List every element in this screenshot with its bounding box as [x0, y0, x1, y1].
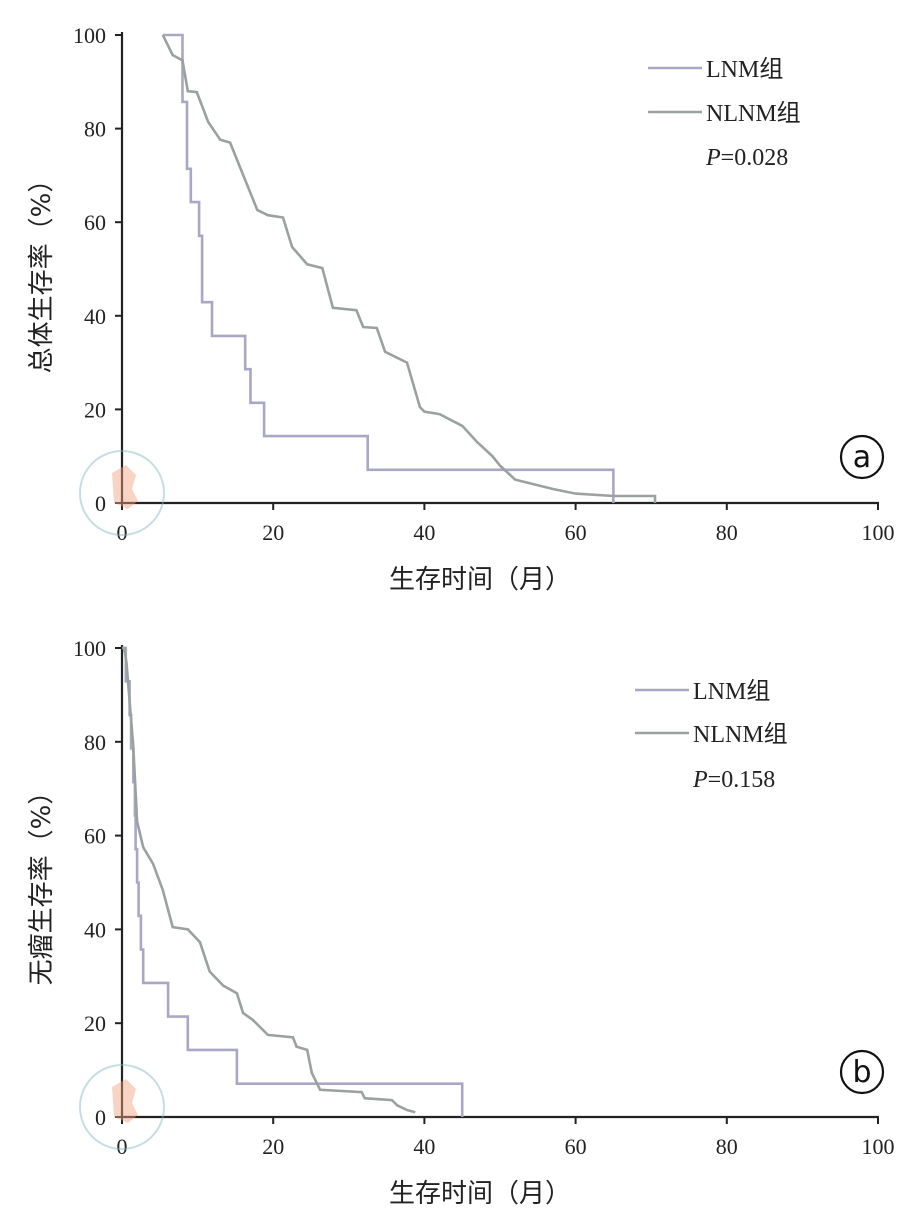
- y-axis-title: 总体生存率（%）: [27, 167, 57, 374]
- y-tick-label: 40: [84, 304, 106, 329]
- y-tick-label: 100: [73, 636, 106, 661]
- panel-label-circle: [839, 1049, 885, 1095]
- survival-curve-nlnm: [122, 646, 416, 1114]
- p-value-annotation: P=0.158: [692, 767, 775, 793]
- p-label: P: [705, 145, 721, 171]
- legend-label-nlnm: NLNM组: [693, 721, 788, 748]
- watermark-seal-icon: [79, 450, 165, 536]
- x-tick-label: 60: [565, 1134, 587, 1159]
- y-tick-label: 60: [84, 824, 106, 849]
- watermark-seal-icon: [79, 1064, 165, 1150]
- x-tick-label: 80: [716, 1134, 738, 1159]
- x-tick-label: 40: [413, 520, 435, 545]
- p-value: =0.158: [708, 767, 776, 793]
- y-tick-label: 40: [84, 917, 106, 942]
- legend-label-lnm: LNM组: [693, 678, 770, 705]
- x-tick-label: 0: [117, 1134, 128, 1159]
- chart-panel-a: 0 20 40 60 80 100 0 20 40 60 80 100 生存时间（月） 总体生存率（%） L…: [27, 23, 895, 595]
- survival-curve-lnm: [162, 33, 615, 503]
- y-tick-label: 100: [73, 23, 106, 48]
- legend-label-nlnm: NLNM组: [706, 100, 801, 127]
- y-tick-label: 0: [95, 491, 106, 516]
- x-axis-title: 生存时间（月）: [389, 1179, 571, 1209]
- survival-curve-lnm: [122, 646, 464, 1117]
- x-tick-label: 100: [862, 1134, 895, 1159]
- y-tick-label: 20: [84, 397, 106, 422]
- seal-ring: [79, 450, 165, 536]
- panel-label-circle: [839, 434, 885, 480]
- seal-ring: [79, 1064, 165, 1150]
- survival-curve-nlnm: [161, 34, 657, 503]
- p-value-annotation: P=0.028: [705, 145, 788, 171]
- x-tick-label: 80: [716, 520, 738, 545]
- x-tick-label: 0: [117, 520, 128, 545]
- y-tick-label: 80: [84, 730, 106, 755]
- p-value: =0.028: [721, 145, 789, 171]
- y-tick-label: 80: [84, 117, 106, 142]
- x-tick-label: 20: [262, 1134, 284, 1159]
- panel-label: b: [852, 1055, 871, 1090]
- legend-label-lnm: LNM组: [706, 56, 783, 83]
- x-tick-label: 60: [565, 520, 587, 545]
- chart-panel-b: 0 20 40 60 80 100 0 20 40 60 80 100 生存时间（月） 无瘤生存率（%） L…: [27, 636, 895, 1209]
- x-tick-label: 20: [262, 520, 284, 545]
- x-axis-title: 生存时间（月）: [389, 565, 571, 595]
- x-tick-label: 40: [413, 1134, 435, 1159]
- y-tick-label: 20: [84, 1011, 106, 1036]
- panel-label: a: [853, 440, 871, 475]
- y-tick-label: 60: [84, 210, 106, 235]
- p-label: P: [692, 767, 708, 793]
- y-axis-title: 无瘤生存率（%）: [27, 779, 57, 986]
- y-tick-label: 0: [95, 1105, 106, 1130]
- x-tick-label: 100: [862, 520, 895, 545]
- seal-map: [112, 465, 138, 509]
- seal-map: [112, 1079, 138, 1123]
